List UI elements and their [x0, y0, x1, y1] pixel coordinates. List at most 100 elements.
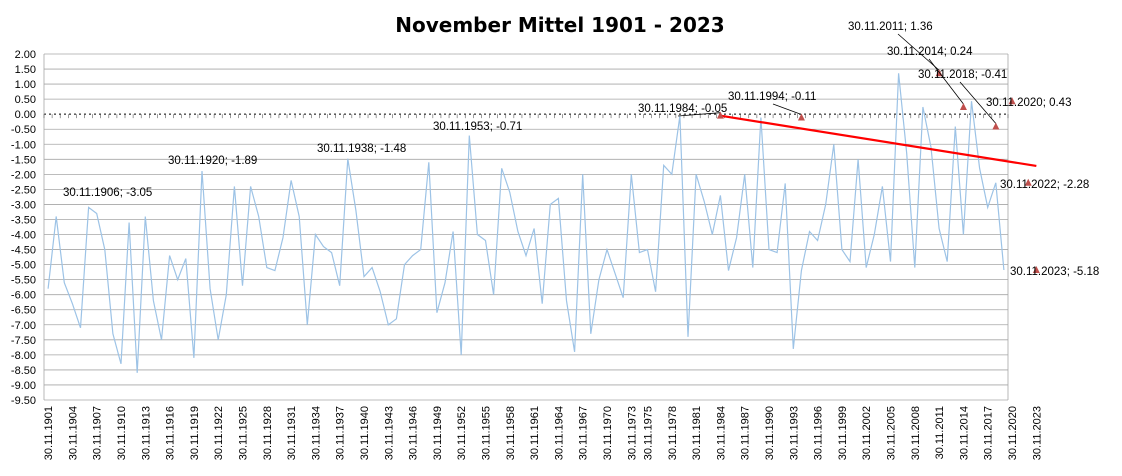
y-tick-label: -3.50	[11, 214, 36, 226]
annotation-label: 30.11.1994; -0.11	[728, 91, 816, 103]
x-tick-label: 30.11.1910	[116, 406, 128, 460]
annotation-label: 30.11.2011; 1.36	[848, 21, 933, 33]
x-tick-label: 30.11.2002	[861, 406, 873, 460]
x-tick-label: 30.11.1970	[602, 406, 614, 460]
x-tick-label: 30.11.2008	[910, 406, 922, 460]
y-tick-label: -6.00	[11, 290, 36, 302]
y-tick-label: 2.00	[15, 49, 36, 61]
x-tick-label: 30.11.1904	[67, 406, 79, 460]
highlight-marker	[1032, 266, 1040, 274]
y-tick-label: 1.00	[15, 79, 36, 91]
annotation-label: 30.11.1938; -1.48	[317, 143, 406, 155]
x-tick-label: 30.11.1901	[43, 406, 55, 460]
x-tick-label: 30.11.2023	[1031, 406, 1043, 460]
x-tick-label: 30.11.1913	[140, 406, 152, 460]
x-tick-label: 30.11.1922	[213, 406, 225, 460]
x-tick-label: 30.11.1937	[335, 406, 347, 460]
y-tick-label: -3.00	[11, 199, 36, 211]
annotation-label: 30.11.1953; -0.71	[433, 121, 522, 133]
x-tick-label: 30.11.1949	[432, 406, 444, 460]
annotation-label: 30.11.1984; -0.05	[638, 103, 727, 115]
x-tick-label: 30.11.1964	[553, 406, 565, 460]
x-tick-label: 30.11.1973	[626, 406, 638, 460]
annotation-label: 30.11.2022; -2.28	[1000, 179, 1089, 191]
chart-title: November Mittel 1901 - 2023	[395, 13, 724, 37]
y-tick-label: -4.50	[11, 245, 36, 257]
annotation-label: 30.11.2020; 0.43	[986, 97, 1071, 109]
annotation-label: 30.11.2023; -5.18	[1010, 266, 1099, 278]
y-tick-label: -9.00	[11, 380, 36, 392]
y-tick-label: -2.50	[11, 184, 36, 196]
y-tick-label: -5.00	[11, 260, 36, 272]
y-tick-label: -5.50	[11, 275, 36, 287]
y-tick-label: -4.00	[11, 230, 36, 242]
x-tick-label: 30.11.1955	[480, 406, 492, 460]
x-tick-label: 30.11.1940	[359, 406, 371, 460]
x-tick-label: 30.11.2017	[983, 406, 995, 460]
leader-line	[677, 112, 721, 117]
x-tick-label: 30.11.1961	[529, 406, 541, 460]
x-tick-label: 30.11.1934	[310, 406, 322, 460]
y-tick-label: -1.50	[11, 154, 36, 166]
x-tick-label: 30.11.1943	[383, 406, 395, 460]
highlight-marker	[1008, 97, 1016, 105]
leader-line	[928, 58, 964, 105]
y-tick-label: -8.00	[11, 350, 36, 362]
leader-line	[772, 103, 802, 115]
x-tick-label: 30.11.1919	[189, 406, 201, 460]
trend-line	[720, 114, 1037, 168]
x-tick-label: 30.11.1952	[456, 406, 468, 460]
x-tick-label: 30.11.2005	[886, 406, 898, 460]
x-tick-label: 30.11.1967	[578, 406, 590, 460]
highlight-marker	[992, 122, 1000, 130]
x-tick-label: 30.11.1916	[165, 406, 177, 460]
y-tick-label: 0.00	[15, 109, 36, 121]
y-axis: 2.00 1.50 1.00 0.50 0.00 -0.50 -1.00 -1.50 -2.00…	[11, 49, 36, 407]
trend-group	[720, 114, 1037, 168]
x-tick-label: 30.11.1958	[505, 406, 517, 460]
x-tick-label: 30.11.1925	[237, 406, 249, 460]
x-tick-label: 30.11.1907	[92, 406, 104, 460]
x-tick-label: 30.11.2014	[958, 406, 970, 460]
leader-line	[897, 33, 940, 71]
y-tick-label: -0.50	[11, 124, 36, 136]
y-tick-label: -7.00	[11, 320, 36, 332]
leader-line	[959, 81, 997, 124]
highlight-marker	[797, 113, 805, 121]
x-tick-label: 30.11.1996	[813, 406, 825, 460]
x-tick-label: 30.11.1987	[740, 406, 752, 460]
x-tick-label: 30.11.1931	[286, 406, 298, 460]
y-tick-label: -1.00	[11, 139, 36, 151]
x-tick-label: 30.11.1946	[408, 406, 420, 460]
x-tick-label: 30.11.1984	[715, 406, 727, 460]
x-tick-label: 30.11.1993	[788, 406, 800, 460]
y-tick-label: -8.50	[11, 365, 36, 377]
grid	[43, 53, 1009, 401]
y-tick-label: -7.50	[11, 335, 36, 347]
x-tick-label: 30.11.1975	[643, 406, 655, 460]
series-group	[47, 73, 1005, 373]
x-tick-label: 30.11.1999	[837, 406, 849, 460]
annotation-label: 30.11.1906; -3.05	[63, 187, 152, 199]
y-tick-label: -9.50	[11, 395, 36, 407]
annotation-label: 30.11.2014; 0.24	[887, 46, 973, 58]
highlight-marker	[1024, 178, 1032, 186]
annotations: 30.11.1906; -3.05 30.11.1920; -1.89 30.11.…	[63, 21, 1099, 278]
x-tick-label: 30.11.1978	[667, 406, 679, 460]
x-tick-label: 30.11.2020	[1007, 406, 1019, 460]
annotation-label: 30.11.1920; -1.89	[168, 155, 257, 167]
x-tick-label: 30.11.2011	[934, 406, 946, 459]
x-tick-label: 30.11.1928	[262, 406, 274, 460]
highlight-marker	[716, 111, 724, 119]
series-line	[47, 73, 1005, 373]
x-tick-label: 30.11.1990	[764, 406, 776, 460]
x-tick-label: 30.11.1981	[691, 406, 703, 460]
x-axis: 30.11.1901 30.11.1904 30.11.1907 30.11.1910…	[43, 406, 1043, 460]
highlight-marker	[959, 102, 967, 110]
y-tick-label: 1.50	[15, 64, 36, 76]
y-tick-label: 0.50	[15, 94, 36, 106]
y-tick-label: -6.50	[11, 305, 36, 317]
y-tick-label: -2.00	[11, 169, 36, 181]
